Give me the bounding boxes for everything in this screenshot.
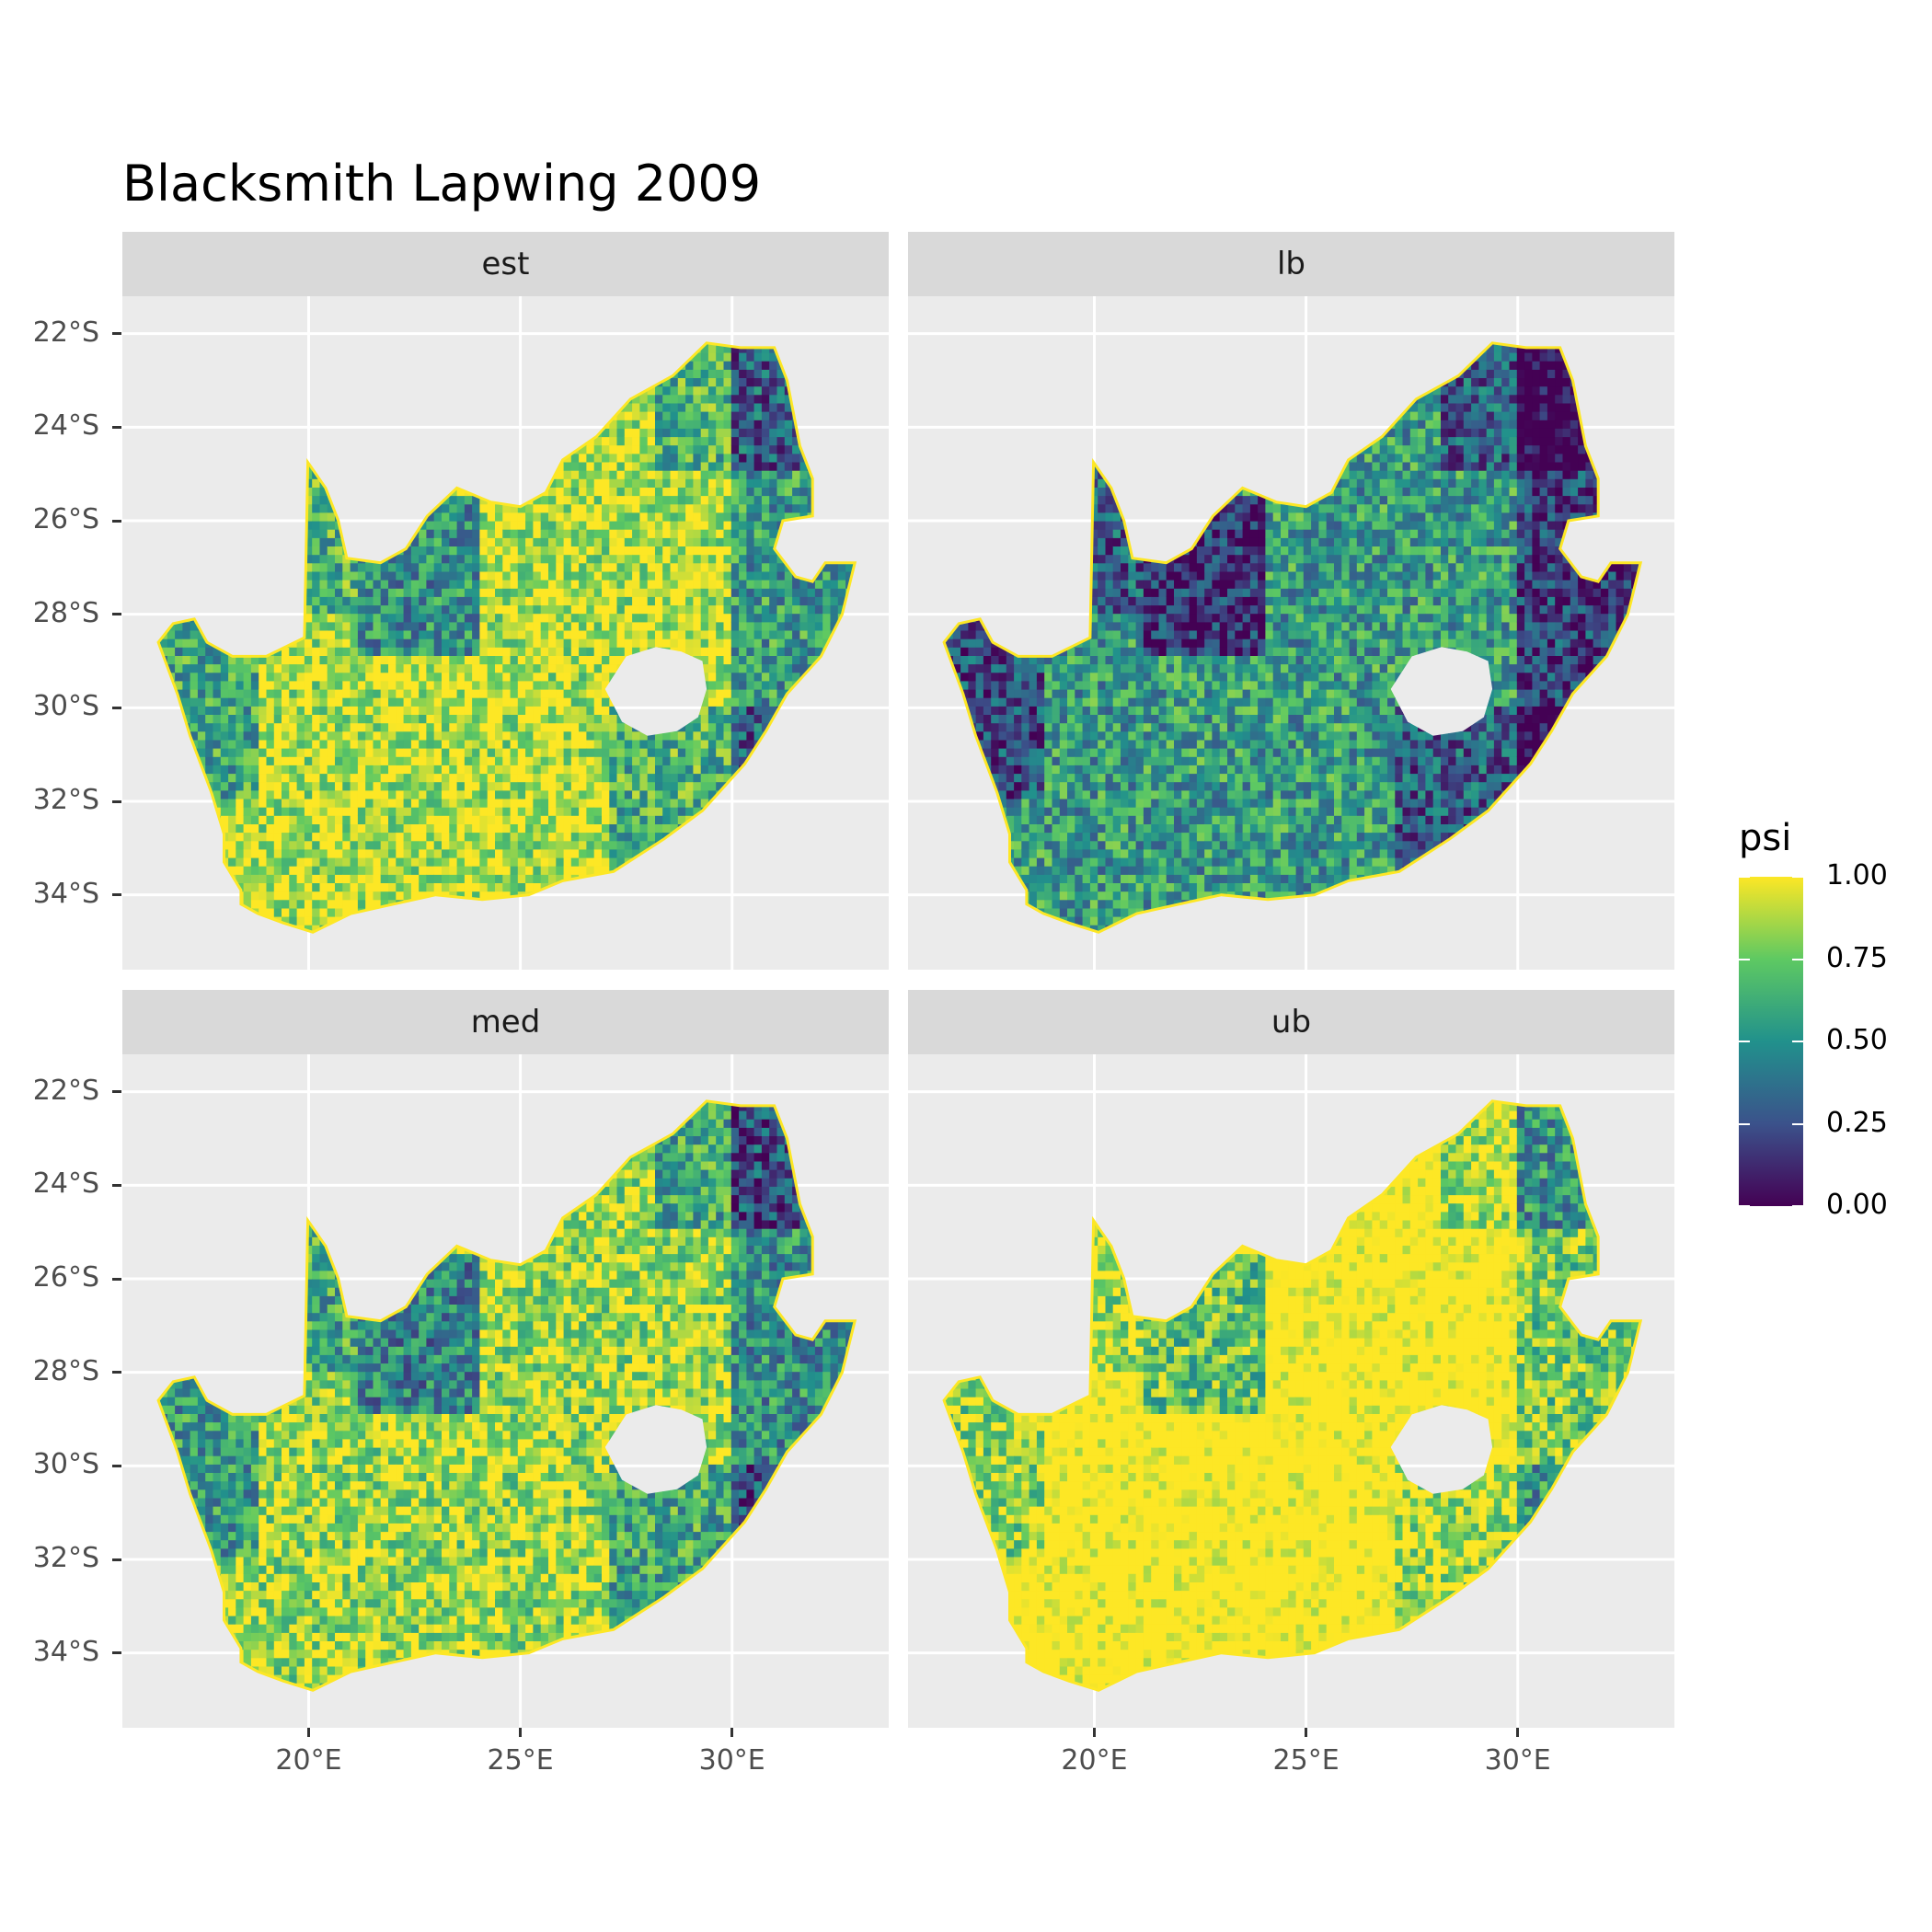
facet-strip-label: med xyxy=(122,990,889,1054)
y-tick-mark xyxy=(112,425,121,429)
map-plot-est xyxy=(122,296,889,970)
x-tick-mark xyxy=(1305,1728,1308,1737)
psi-raster xyxy=(158,1100,856,1691)
legend-tick xyxy=(1739,876,1750,878)
legend-tick xyxy=(1792,1205,1803,1207)
y-tick-mark xyxy=(112,1090,121,1094)
y-tick-label: 30°S xyxy=(7,690,99,722)
y-tick-label: 32°S xyxy=(7,784,99,816)
legend-tick xyxy=(1739,1122,1750,1125)
x-tick-mark xyxy=(730,1728,734,1737)
y-tick-label: 32°S xyxy=(7,1542,99,1574)
psi-raster xyxy=(944,342,1641,933)
x-tick-label: 30°E xyxy=(677,1744,788,1777)
y-tick-mark xyxy=(112,799,121,803)
facet-panel-ub: ub xyxy=(908,990,1674,1728)
map-svg xyxy=(122,1054,889,1728)
legend-tick xyxy=(1792,958,1803,960)
y-tick-mark xyxy=(112,1464,121,1467)
y-tick-label: 28°S xyxy=(7,1355,99,1387)
legend-label: 0.25 xyxy=(1826,1107,1888,1139)
y-tick-label: 24°S xyxy=(7,1167,99,1200)
country-outline xyxy=(156,341,857,934)
y-tick-mark xyxy=(112,1651,121,1655)
legend-label: 0.75 xyxy=(1826,942,1888,974)
map-plot-ub xyxy=(908,1054,1674,1728)
y-tick-label: 34°S xyxy=(7,878,99,910)
x-tick-mark xyxy=(306,1728,310,1737)
legend-label: 0.50 xyxy=(1826,1024,1888,1056)
y-tick-label: 22°S xyxy=(7,1075,99,1107)
country-outline xyxy=(942,341,1643,934)
y-tick-mark xyxy=(112,1277,121,1281)
y-tick-label: 34°S xyxy=(7,1636,99,1668)
y-tick-mark xyxy=(112,893,121,897)
x-tick-label: 20°E xyxy=(1039,1744,1149,1777)
y-tick-label: 26°S xyxy=(7,503,99,535)
legend-tick xyxy=(1792,1041,1803,1042)
y-tick-label: 22°S xyxy=(7,316,99,349)
x-tick-label: 20°E xyxy=(253,1744,363,1777)
y-tick-label: 24°S xyxy=(7,409,99,442)
legend-tick xyxy=(1739,958,1750,960)
chart-title: Blacksmith Lapwing 2009 xyxy=(122,155,761,213)
legend-tick xyxy=(1739,1041,1750,1042)
map-svg xyxy=(908,1054,1674,1728)
legend-tick xyxy=(1792,1122,1803,1125)
map-plot-lb xyxy=(908,296,1674,970)
x-tick-label: 30°E xyxy=(1463,1744,1573,1777)
map-svg xyxy=(122,296,889,970)
legend-label: 1.00 xyxy=(1826,859,1888,891)
y-tick-mark xyxy=(112,1371,121,1374)
facet-panel-lb: lb xyxy=(908,232,1674,970)
psi-raster xyxy=(944,1100,1641,1691)
facet-panel-med: med xyxy=(122,990,889,1728)
y-tick-mark xyxy=(112,1183,121,1187)
y-tick-label: 30°S xyxy=(7,1448,99,1480)
legend-tick xyxy=(1739,1205,1750,1207)
facet-panel-est: est xyxy=(122,232,889,970)
country-outline xyxy=(156,1099,857,1692)
map-svg xyxy=(908,296,1674,970)
psi-raster xyxy=(158,342,856,933)
map-plot-med xyxy=(122,1054,889,1728)
x-tick-label: 25°E xyxy=(466,1744,576,1777)
legend-label: 0.00 xyxy=(1826,1189,1888,1221)
y-tick-mark xyxy=(112,519,121,523)
facet-strip-label: est xyxy=(122,232,889,296)
x-tick-mark xyxy=(1092,1728,1096,1737)
y-tick-label: 28°S xyxy=(7,597,99,629)
facet-strip-label: lb xyxy=(908,232,1674,296)
y-tick-label: 26°S xyxy=(7,1261,99,1294)
facet-strip-label: ub xyxy=(908,990,1674,1054)
x-tick-mark xyxy=(1516,1728,1520,1737)
x-tick-label: 25°E xyxy=(1251,1744,1362,1777)
y-tick-mark xyxy=(112,1558,121,1561)
y-tick-mark xyxy=(112,706,121,709)
y-tick-mark xyxy=(112,332,121,336)
x-tick-mark xyxy=(519,1728,523,1737)
legend-tick xyxy=(1792,876,1803,878)
country-outline xyxy=(942,1099,1643,1692)
legend-title: psi xyxy=(1739,817,1791,859)
y-tick-mark xyxy=(112,613,121,616)
